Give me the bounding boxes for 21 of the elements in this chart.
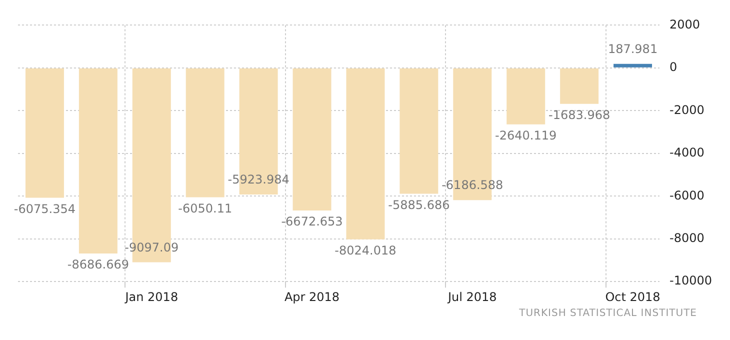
data-label: -1683.968 bbox=[548, 108, 610, 122]
x-tick-label: Oct 2018 bbox=[605, 290, 660, 304]
data-label: 187.981 bbox=[608, 42, 658, 56]
y-tick-label: -4000 bbox=[669, 146, 704, 160]
y-tick-label: -6000 bbox=[669, 188, 704, 202]
y-tick-label: -10000 bbox=[669, 274, 712, 288]
x-tick-label: Jan 2018 bbox=[124, 290, 178, 304]
data-label: -6672.653 bbox=[281, 214, 343, 229]
data-label: -5885.686 bbox=[388, 198, 450, 212]
data-label: -2640.119 bbox=[495, 128, 557, 142]
data-label: -8686.669 bbox=[67, 258, 129, 272]
data-label: -8024.018 bbox=[334, 244, 396, 258]
y-tick-label: -8000 bbox=[669, 230, 704, 245]
x-tick-label: Apr 2018 bbox=[284, 290, 340, 304]
y-tick-label: 2000 bbox=[669, 17, 700, 32]
y-tick-label: 0 bbox=[669, 60, 678, 74]
x-tick-label: Jul 2018 bbox=[446, 290, 497, 304]
data-label: -6075.354 bbox=[14, 202, 76, 216]
y-tick-label: -2000 bbox=[669, 102, 704, 117]
data-label: -6050.11 bbox=[178, 201, 232, 216]
text: TURKISH STATISTICAL INSTITUTE bbox=[518, 308, 698, 319]
